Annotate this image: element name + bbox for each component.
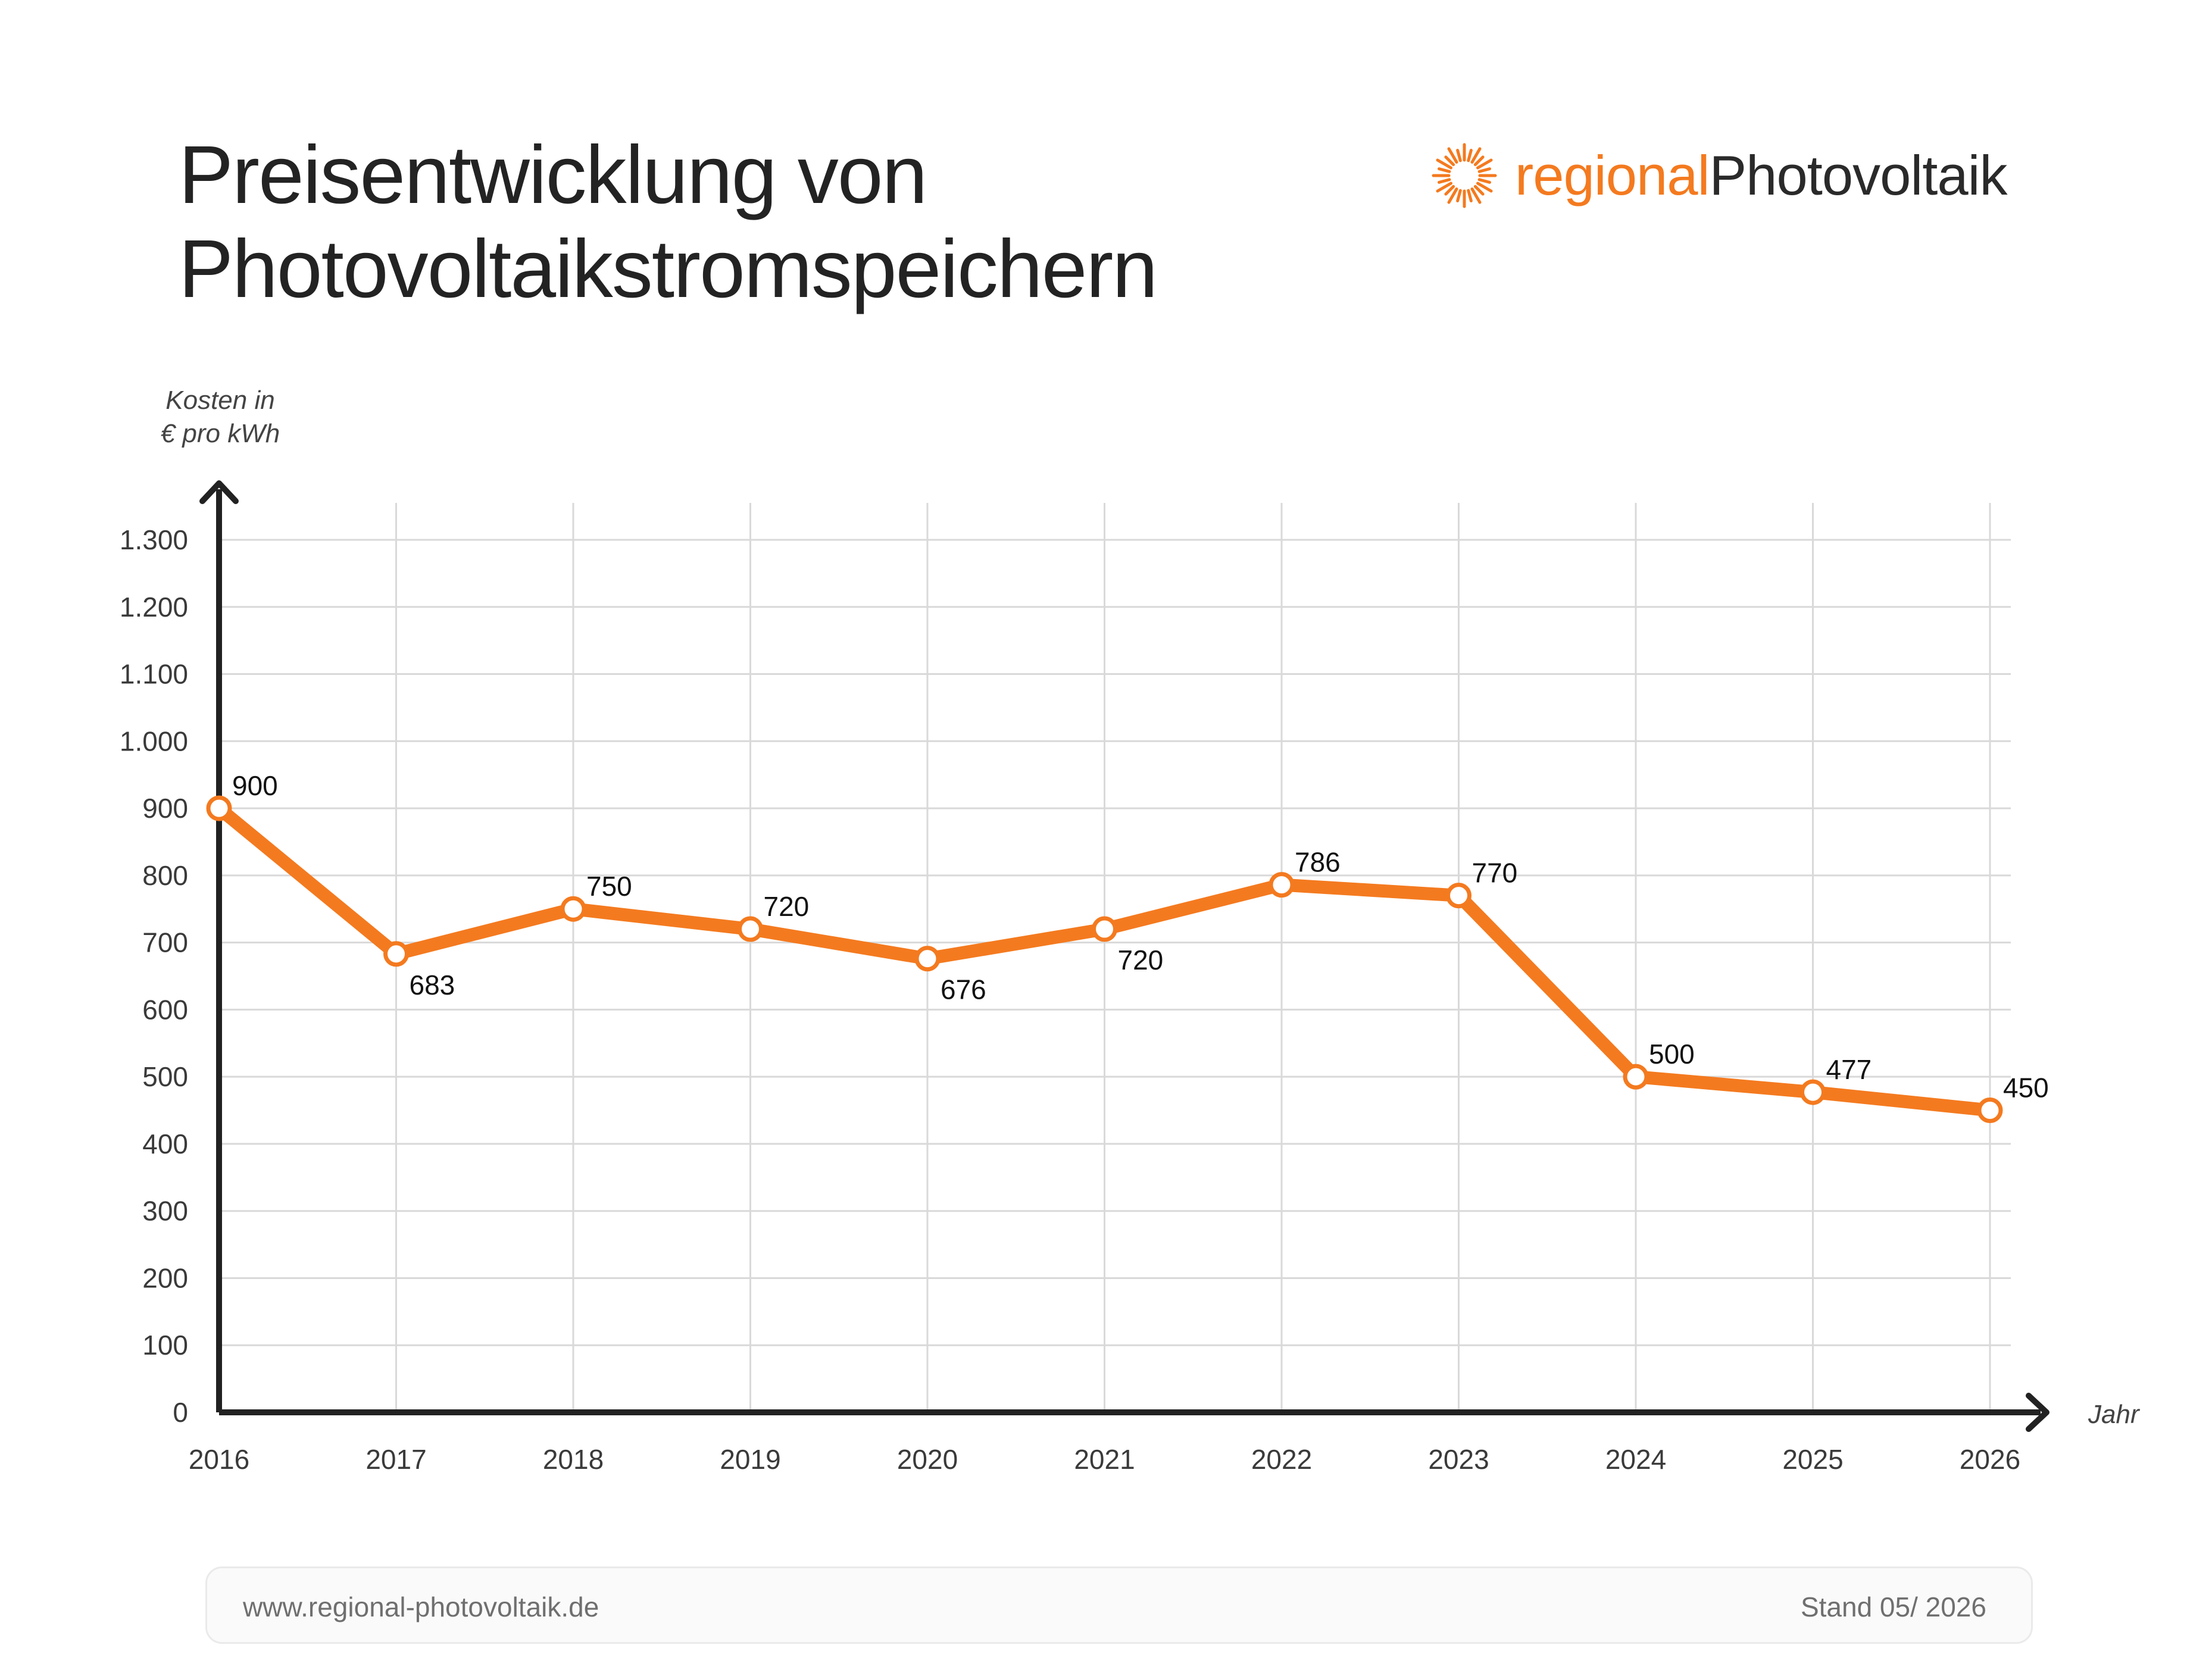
sun-ray [1470, 187, 1482, 204]
sun-ray [1476, 158, 1493, 170]
sun-ray [1467, 189, 1473, 203]
x-tick-label: 2019 [720, 1444, 780, 1475]
sun-ray [1437, 178, 1451, 184]
sun-ray [1436, 158, 1452, 170]
x-tick-label: 2016 [189, 1444, 249, 1475]
data-label: 770 [1472, 858, 1518, 889]
sun-ray [1467, 148, 1473, 162]
y-tick-label: 800 [142, 860, 188, 891]
data-point [1446, 883, 1471, 909]
y-tick-label: 400 [142, 1128, 188, 1159]
x-axis-arrow [2026, 1393, 2049, 1432]
x-tick-label: 2025 [1782, 1444, 1843, 1475]
sun-ray [1477, 178, 1492, 184]
data-label: 676 [941, 974, 986, 1005]
sun-ray [1444, 155, 1455, 167]
data-point [738, 916, 763, 942]
data-point [1623, 1064, 1649, 1090]
data-label: 450 [2003, 1072, 2049, 1103]
y-tick-label: 200 [142, 1262, 188, 1293]
sun-ray [1447, 147, 1458, 164]
data-point [1977, 1097, 2003, 1124]
footer-bar: www.regional-photovoltaik.de Stand 05/ 2… [205, 1566, 2033, 1644]
data-label: 720 [764, 891, 810, 922]
data-point [1092, 916, 1117, 942]
page-title: Preisentwicklung von Photovoltaikstromsp… [179, 128, 1369, 316]
x-tick-label: 2017 [365, 1444, 426, 1475]
data-point [206, 795, 232, 821]
sun-ray [1477, 167, 1492, 173]
y-tick-label: 1.100 [120, 659, 188, 690]
title-line-2: Photovoltaikstromspeichern [179, 223, 1158, 315]
data-label: 750 [586, 871, 632, 902]
y-tick-label: 1.000 [120, 726, 188, 756]
y-tick-label: 700 [142, 927, 188, 958]
brand-name: regionalPhotovoltaik [1515, 143, 2008, 208]
data-label: 720 [1118, 945, 1164, 975]
data-point [1800, 1079, 1826, 1105]
y-tick-label: 0 [173, 1397, 188, 1428]
x-tick-label: 2023 [1428, 1444, 1489, 1475]
sun-ray [1476, 182, 1493, 193]
y-tick-label: 1.300 [120, 524, 188, 555]
sun-ray [1456, 189, 1462, 203]
title-line-1: Preisentwicklung von [179, 129, 927, 221]
x-tick-label: 2020 [897, 1444, 958, 1475]
y-tick-label: 100 [142, 1330, 188, 1361]
data-label: 500 [1649, 1039, 1695, 1070]
y-axis-arrow [199, 480, 239, 504]
footer-url: www.regional-photovoltaik.de [243, 1591, 599, 1622]
brand-name-regional: regional [1515, 144, 1710, 207]
x-axis-label: Jahr [2088, 1400, 2139, 1429]
data-point [1269, 872, 1295, 898]
sun-ray [1473, 155, 1485, 167]
sun-rays-icon [1432, 143, 1497, 208]
x-tick-label: 2021 [1074, 1444, 1135, 1475]
data-point [383, 941, 409, 967]
sun-ray [1436, 182, 1452, 193]
y-axis-label-line-2: € pro kWh [160, 419, 280, 448]
data-label: 786 [1295, 847, 1341, 878]
sun-ray [1447, 187, 1458, 204]
sun-ray [1456, 148, 1462, 162]
y-tick-label: 300 [142, 1196, 188, 1227]
data-point [914, 946, 941, 972]
sun-ray [1473, 185, 1485, 196]
data-point [560, 896, 586, 922]
sun-ray [1470, 147, 1482, 164]
data-label: 900 [232, 770, 278, 801]
y-tick-label: 1.200 [120, 592, 188, 623]
footer-date: Stand 05/ 2026 [1800, 1591, 1986, 1622]
y-tick-label: 900 [142, 793, 188, 824]
x-tick-label: 2024 [1605, 1444, 1666, 1475]
data-label: 683 [410, 970, 455, 1000]
y-tick-label: 500 [142, 1061, 188, 1092]
sun-ray [1437, 167, 1451, 173]
brand-name-photovoltaik: Photovoltaik [1709, 144, 2007, 207]
y-axis-label: Kosten in € pro kWh [149, 384, 292, 451]
x-tick-label: 2026 [1960, 1444, 2020, 1475]
data-label: 477 [1826, 1054, 1872, 1085]
x-tick-label: 2018 [543, 1444, 604, 1475]
brand-logo: regionalPhotovoltaik [1432, 137, 2008, 214]
x-tick-label: 2022 [1251, 1444, 1312, 1475]
sun-ray [1444, 185, 1455, 196]
y-axis-label-line-1: Kosten in [165, 386, 275, 415]
y-tick-label: 600 [142, 994, 188, 1025]
